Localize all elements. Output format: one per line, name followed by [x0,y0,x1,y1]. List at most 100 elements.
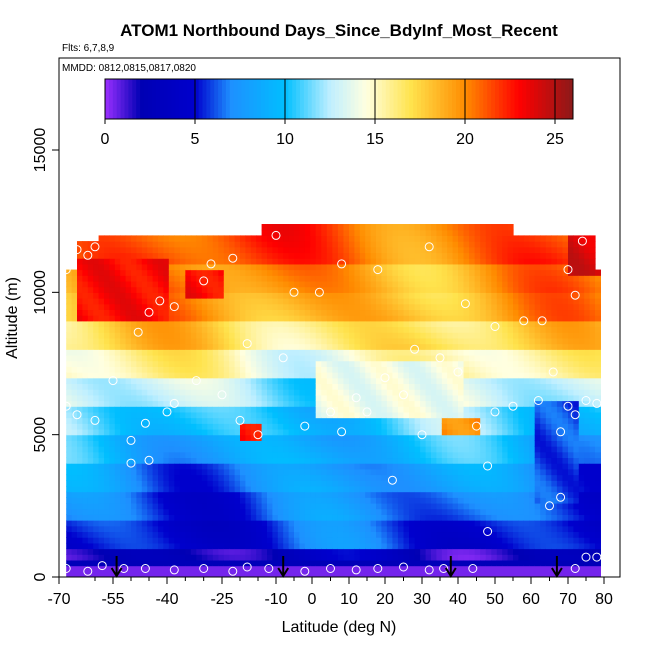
heatmap-cell [354,514,361,521]
heatmap-cell [365,332,372,339]
heatmap-cell [109,559,116,567]
heatmap-cell [158,491,164,498]
heatmap-cell [431,224,437,231]
heatmap-cell [87,263,94,271]
heatmap-cell [294,263,300,271]
heatmap-cell [386,508,393,515]
heatmap-cell [354,406,361,413]
heatmap-cell [104,497,110,504]
heatmap-cell [485,468,492,476]
heatmap-cell [229,258,236,265]
heatmap-cell [212,406,219,413]
heatmap-cell [310,559,317,567]
heatmap-cell [337,417,345,424]
heatmap-cell [82,241,89,248]
heatmap-cell [349,252,355,259]
heatmap-cell [436,446,443,453]
heatmap-cell [376,280,382,288]
heatmap-cell [458,275,465,282]
heatmap-cell [158,514,164,521]
heatmap-cell [277,440,284,447]
heatmap-cell [261,446,268,453]
heatmap-cell [359,508,366,515]
heatmap-cell [277,514,284,521]
heatmap-cell [463,389,470,396]
heatmap-cell [136,235,143,242]
heatmap-cell [397,343,405,350]
heatmap-cell [463,571,470,577]
heatmap-cell [332,400,339,407]
heatmap-cell [409,269,416,276]
heatmap-cell [452,394,459,402]
heatmap-cell [452,400,459,407]
heatmap-cell [431,354,437,362]
heatmap-cell [321,360,328,367]
heatmap-cell [207,548,214,555]
heatmap-cell [179,241,186,248]
heatmap-cell [131,571,137,577]
heatmap-cell [496,520,503,527]
heatmap-cell [163,337,170,345]
heatmap-cell [321,269,328,276]
heatmap-cell [218,315,225,322]
heatmap-cell [267,377,273,385]
heatmap-cell [376,502,382,510]
heatmap-cell [507,548,514,555]
heatmap-cell [463,537,470,544]
heatmap-cell [218,343,225,350]
heatmap-cell [304,406,311,413]
heatmap-cell [392,406,399,413]
heatmap-cell [458,315,465,322]
heatmap-cell [463,428,470,436]
heatmap-cell [436,269,443,276]
heatmap-cell [256,554,263,561]
heatmap-cell [447,280,454,288]
heatmap-cell [452,315,459,322]
heatmap-cell [409,463,416,470]
heatmap-cell [326,411,333,419]
heatmap-cell [185,286,192,293]
heatmap-cell [458,229,465,236]
heatmap-cell [71,491,78,498]
heatmap-cell [365,263,372,271]
heatmap-cell [321,332,328,339]
heatmap-cell [98,525,105,533]
heatmap-cell [158,269,164,276]
heatmap-cell [131,537,137,544]
heatmap-cell [223,400,230,407]
heatmap-cell [491,446,498,453]
heatmap-cell [256,525,263,533]
heatmap-cell [212,383,219,390]
heatmap-cell [381,434,388,441]
heatmap-cell [288,349,295,356]
heatmap-cell [299,229,306,236]
heatmap-cell [326,446,333,453]
heatmap-cell [349,263,355,271]
heatmap-cell [485,428,492,436]
heatmap-cell [234,542,241,550]
heatmap-cell [147,440,154,447]
heatmap-cell [507,463,514,470]
heatmap-cell [463,565,470,572]
heatmap-cell [491,502,498,510]
heatmap-cell [349,537,355,544]
heatmap-cell [223,428,230,436]
heatmap-cell [441,303,448,311]
heatmap-cell [392,360,399,367]
heatmap-cell [326,275,333,282]
heatmap-cell [420,332,427,339]
heatmap-cell [321,508,328,515]
heatmap-cell [120,542,127,550]
heatmap-cell [332,446,339,453]
heatmap-cell [365,360,372,367]
heatmap-cell [370,406,377,413]
heatmap-cell [261,269,268,276]
heatmap-cell [87,542,94,550]
heatmap-cell [104,383,110,390]
heatmap-cell [158,383,164,390]
heatmap-cell [414,474,421,481]
heatmap-cell [370,372,377,379]
heatmap-cell [370,428,377,436]
heatmap-cell [223,349,230,356]
heatmap-cell [283,263,290,271]
